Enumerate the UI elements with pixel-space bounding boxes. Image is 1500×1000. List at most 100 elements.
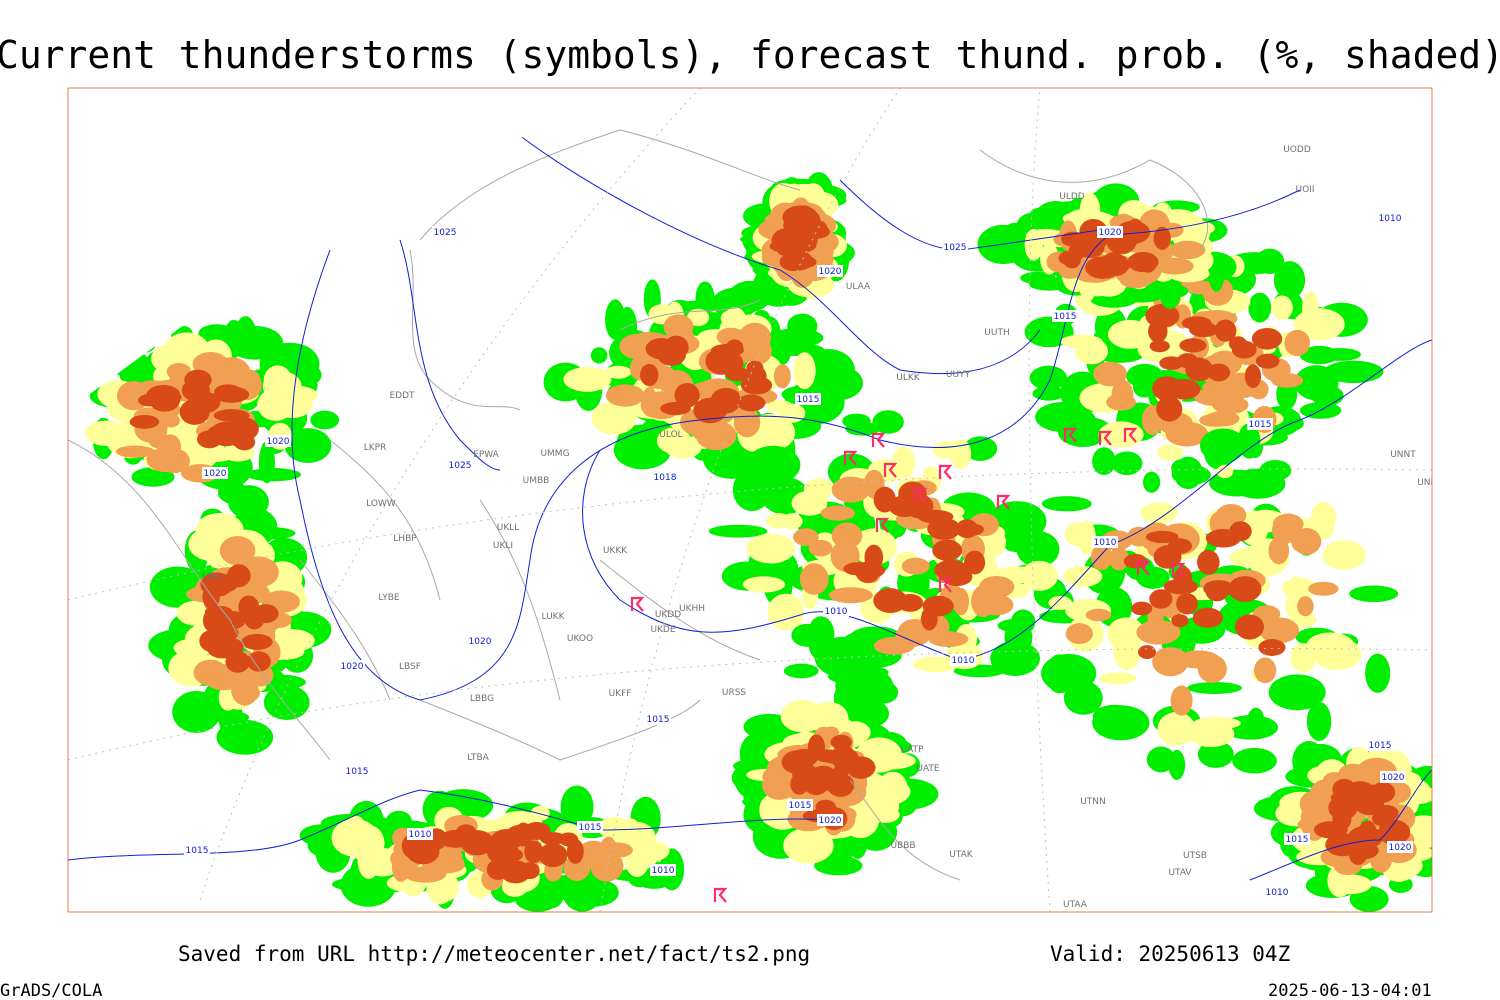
shading-cell	[1138, 255, 1157, 273]
shading-cell	[1372, 811, 1391, 827]
shading-cell	[524, 840, 544, 864]
shading-cell	[922, 595, 954, 617]
shading-cell	[1169, 240, 1206, 260]
source-url: Saved from URL http://meteocenter.net/fa…	[178, 942, 810, 966]
shading-cell	[234, 316, 257, 358]
shading-cell	[1020, 560, 1058, 591]
shading-cell	[1131, 601, 1153, 616]
shading-cell	[1074, 338, 1109, 365]
shading-cell	[872, 410, 904, 434]
station-code: UATP	[901, 745, 925, 755]
shading-cell	[720, 352, 744, 376]
station-code: LKPR	[364, 443, 387, 453]
shading-cell	[1093, 361, 1128, 387]
isobar-label: 1018	[654, 473, 677, 483]
shading-cell	[693, 397, 727, 424]
shading-cell	[803, 773, 829, 796]
shading-cell	[179, 399, 210, 425]
shading-cell	[1146, 746, 1176, 773]
station-code: UKLI	[493, 541, 513, 551]
shading-cell	[1229, 547, 1279, 568]
shading-cell	[1231, 340, 1257, 359]
shading-cell	[1291, 530, 1317, 554]
shading-cell	[563, 366, 612, 392]
shading-cell	[640, 363, 659, 387]
shading-cell	[1068, 242, 1085, 262]
shading-cell	[832, 764, 849, 783]
station-code: UKHH	[679, 604, 705, 614]
shading-cell	[1258, 639, 1286, 656]
shading-cell	[799, 563, 829, 595]
station-code: EPWA	[473, 450, 500, 460]
shading-cell	[705, 351, 722, 372]
shading-cell	[831, 522, 863, 549]
shading-cell	[1064, 522, 1092, 547]
shading-cell	[1092, 705, 1150, 741]
shading-cell	[1156, 396, 1183, 422]
shading-cell	[1234, 614, 1265, 640]
shading-cell	[590, 347, 608, 364]
shading-cell	[917, 509, 954, 524]
shading-cell	[1192, 607, 1223, 628]
shading-cell	[1115, 220, 1151, 244]
shading-cell	[1145, 530, 1179, 544]
shading-cell	[1299, 345, 1340, 365]
station-code: UBBB	[890, 841, 915, 851]
shading-cell	[901, 557, 930, 575]
shading-cell	[595, 414, 625, 432]
shading-cell	[1063, 680, 1103, 715]
shading-cell	[116, 445, 155, 458]
shading-cell	[742, 576, 786, 593]
shading-cell	[766, 400, 793, 413]
isobar-label: 1020	[267, 437, 290, 447]
shading-cell	[90, 348, 147, 368]
shading-cell	[110, 334, 128, 375]
shading-cell	[214, 422, 243, 441]
shading-cell	[566, 838, 584, 864]
shading-cell	[1123, 553, 1148, 569]
shading-cell	[1290, 643, 1317, 673]
shading-cell	[1098, 421, 1144, 448]
shading-cell	[1328, 795, 1358, 820]
shading-cell	[1171, 465, 1211, 485]
isobar-label: 1025	[449, 461, 472, 471]
shading-cell	[687, 308, 710, 327]
shading-cell	[1268, 674, 1326, 711]
shading-cell	[793, 352, 816, 390]
shading-cell	[711, 287, 759, 319]
shading-cell	[808, 539, 833, 557]
shading-cell	[225, 651, 250, 673]
shading-cell	[605, 384, 645, 407]
shading-cell	[184, 369, 212, 391]
shading-cell	[148, 434, 176, 450]
shading-cell	[828, 587, 873, 604]
shading-cell	[1165, 421, 1209, 447]
shading-cell	[1156, 444, 1184, 461]
shading-cell	[863, 752, 916, 770]
shading-cell	[202, 585, 220, 609]
shading-cell	[710, 343, 745, 357]
shading-cell	[1170, 685, 1193, 716]
title: Current thunderstorms (symbols), forecas…	[0, 33, 1500, 77]
station-code: UKFF	[609, 689, 632, 699]
shading-cell	[530, 805, 550, 821]
station-code: UKKK	[603, 546, 628, 556]
shading-cell	[1187, 681, 1243, 694]
station-code: UKOO	[567, 634, 593, 644]
shading-cell	[737, 394, 766, 412]
shading-cell	[116, 337, 156, 355]
isobar-label: 1020	[1099, 228, 1122, 238]
shading-cell	[1313, 637, 1362, 671]
shading-cell	[1378, 819, 1411, 845]
shading-cell	[790, 773, 809, 795]
shading-cell	[1255, 353, 1280, 369]
shading-cell	[1159, 356, 1184, 370]
shading-cell	[623, 424, 666, 463]
shading-cell	[284, 428, 332, 463]
isobar-label: 1010	[825, 607, 848, 617]
shading-cell	[1232, 747, 1277, 774]
shading-cell	[131, 467, 175, 487]
shading-cell	[1098, 672, 1137, 685]
shading-cell	[212, 625, 239, 641]
